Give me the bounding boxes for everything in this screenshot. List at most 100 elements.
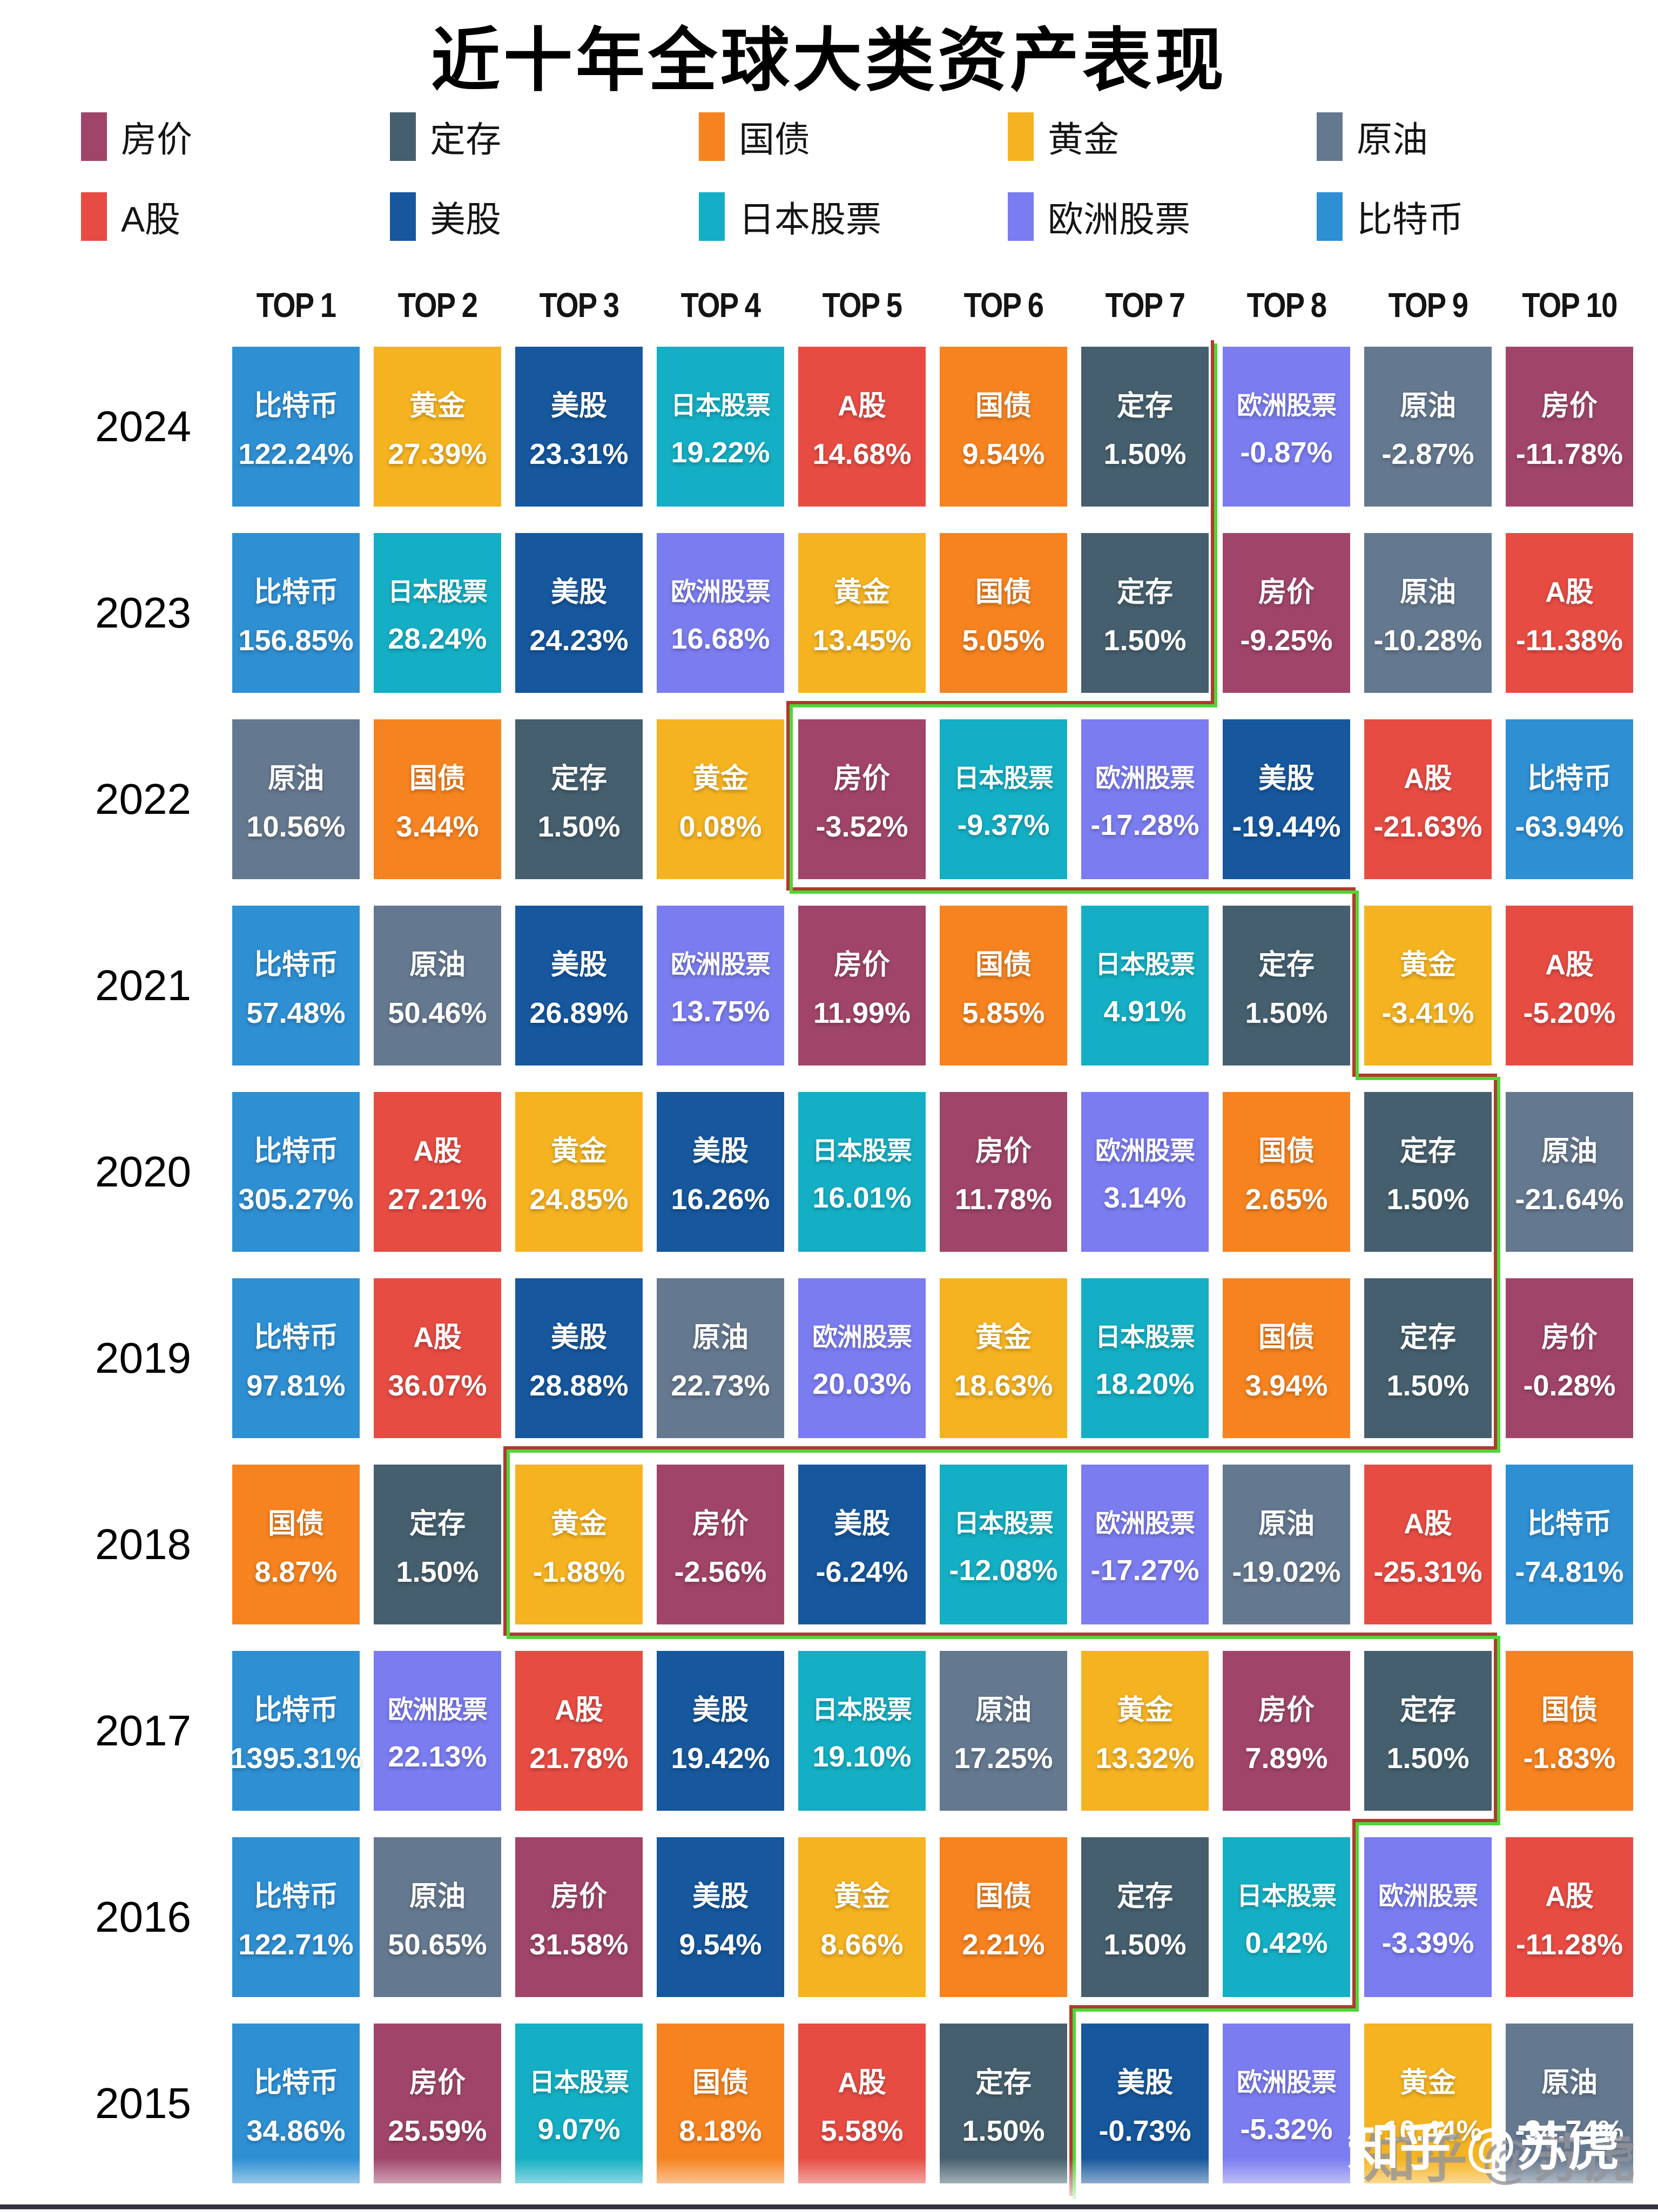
asset-cell-2017-top5: 日本股票 19.10% xyxy=(798,1651,926,1811)
asset-value: 1.50% xyxy=(1386,1369,1470,1402)
asset-cell-2021-top2: 原油 50.46% xyxy=(374,906,501,1065)
asset-name: 美股 xyxy=(692,1135,749,1167)
asset-value: 5.85% xyxy=(962,996,1045,1029)
asset-value: 18.63% xyxy=(954,1369,1053,1402)
asset-value: 50.65% xyxy=(388,1928,487,1961)
asset-value: -11.78% xyxy=(1515,437,1623,470)
asset-cell-2019-top10: 房价 -0.28% xyxy=(1506,1278,1633,1438)
asset-name: 欧洲股票 xyxy=(1095,1508,1195,1537)
asset-value: 25.59% xyxy=(388,2114,487,2147)
asset-name: 欧洲股票 xyxy=(812,1322,912,1351)
asset-value: 9.54% xyxy=(679,1928,762,1961)
asset-cell-2022-top2: 国债 3.44% xyxy=(374,719,501,879)
col-header-top8: TOP 8 xyxy=(1246,286,1327,325)
asset-value: 8.87% xyxy=(254,1555,338,1588)
legend-label: 房价 xyxy=(121,119,192,159)
legend: 房价 定存 国债 黄金 原油 A股 美股 日本股票 欧洲股票 比特币 xyxy=(81,111,1626,271)
asset-cell-2022-top10: 比特币 -63.94% xyxy=(1506,719,1633,879)
asset-cell-2015-top1: 比特币 34.86% xyxy=(232,2024,360,2183)
asset-name: 黄金 xyxy=(1399,2067,1456,2099)
asset-cell-2022-top8: 美股 -19.44% xyxy=(1223,719,1350,879)
legend-swatch xyxy=(699,192,725,241)
legend-row: A股 美股 日本股票 欧洲股票 比特币 xyxy=(81,191,1626,242)
asset-name: 比特币 xyxy=(253,1135,338,1167)
asset-value: 122.24% xyxy=(238,437,354,470)
legend-label: 欧洲股票 xyxy=(1048,199,1190,239)
asset-name: 欧洲股票 xyxy=(671,949,771,979)
asset-value: 122.71% xyxy=(238,1928,354,1961)
asset-cell-2020-top8: 国债 2.65% xyxy=(1223,1092,1350,1252)
asset-name: 欧洲股票 xyxy=(1237,390,1337,420)
asset-cell-2024-top10: 房价 -11.78% xyxy=(1506,347,1633,507)
legend-label: 原油 xyxy=(1357,119,1428,159)
asset-name: 美股 xyxy=(692,1880,749,1912)
asset-name: A股 xyxy=(838,390,886,422)
asset-name: 房价 xyxy=(1258,1694,1315,1726)
asset-cell-2023-top8: 房价 -9.25% xyxy=(1223,533,1350,693)
asset-name: A股 xyxy=(1545,949,1594,981)
legend-item-定存: 定存 xyxy=(390,111,699,163)
asset-name: 美股 xyxy=(833,1508,890,1540)
asset-name: 房价 xyxy=(550,1880,607,1912)
asset-cell-2016-top9: 欧洲股票 -3.39% xyxy=(1364,1837,1492,1997)
asset-value: 11.78% xyxy=(954,1183,1053,1216)
legend-item-A股: A股 xyxy=(81,191,390,242)
asset-cell-2017-top7: 黄金 13.32% xyxy=(1081,1651,1209,1811)
legend-label: 日本股票 xyxy=(739,199,881,239)
asset-value: 1.50% xyxy=(1103,437,1187,470)
asset-value: 36.07% xyxy=(388,1369,487,1402)
asset-name: 日本股票 xyxy=(671,390,771,420)
asset-name: 黄金 xyxy=(550,1508,607,1540)
asset-name: 原油 xyxy=(267,763,324,794)
asset-cell-2018-top7: 欧洲股票 -17.27% xyxy=(1081,1465,1209,1624)
asset-name: 日本股票 xyxy=(812,1136,912,1165)
asset-cell-2020-top10: 原油 -21.64% xyxy=(1506,1092,1633,1252)
asset-name: 房价 xyxy=(1541,1321,1598,1353)
asset-value: 21.78% xyxy=(529,1742,629,1775)
asset-value: -3.39% xyxy=(1381,1926,1474,1959)
asset-value: -74.81% xyxy=(1515,1555,1624,1588)
asset-cell-2024-top4: 日本股票 19.22% xyxy=(657,347,784,507)
asset-cell-2018-top6: 日本股票 -12.08% xyxy=(940,1465,1067,1624)
asset-value: 13.75% xyxy=(671,995,770,1028)
asset-value: 1.50% xyxy=(962,2114,1045,2147)
asset-name: 定存 xyxy=(1116,1880,1173,1912)
asset-value: -0.73% xyxy=(1098,2114,1191,2147)
asset-value: 28.88% xyxy=(529,1369,629,1402)
asset-name: 比特币 xyxy=(253,949,338,981)
asset-value: 1.50% xyxy=(1245,996,1328,1029)
asset-name: A股 xyxy=(1404,1508,1452,1540)
asset-cell-2022-top4: 黄金 0.08% xyxy=(657,719,784,879)
legend-item-国债: 国债 xyxy=(699,111,1008,163)
asset-value: 27.21% xyxy=(388,1183,487,1216)
asset-name: 美股 xyxy=(550,949,607,981)
asset-name: 日本股票 xyxy=(1095,1322,1195,1351)
legend-swatch xyxy=(390,112,416,161)
asset-value: -5.20% xyxy=(1523,996,1616,1029)
asset-cell-2019-top8: 国债 3.94% xyxy=(1223,1278,1350,1438)
asset-cell-2019-top6: 黄金 18.63% xyxy=(940,1278,1067,1438)
asset-cell-2020-top2: A股 27.21% xyxy=(374,1092,501,1252)
asset-value: 13.32% xyxy=(1095,1742,1195,1775)
legend-swatch xyxy=(390,192,416,241)
asset-value: -11.28% xyxy=(1515,1928,1623,1961)
asset-value: 7.89% xyxy=(1245,1742,1328,1775)
year-label-2023: 2023 xyxy=(95,589,191,637)
legend-label: 比特币 xyxy=(1357,199,1464,239)
asset-cell-2018-top9: A股 -25.31% xyxy=(1364,1465,1492,1624)
asset-name: 原油 xyxy=(975,1694,1032,1726)
asset-value: -19.44% xyxy=(1232,810,1341,843)
asset-name: A股 xyxy=(413,1135,462,1167)
asset-value: 19.42% xyxy=(671,1742,770,1775)
asset-name: 美股 xyxy=(1116,2067,1173,2099)
legend-item-比特币: 比特币 xyxy=(1317,191,1626,242)
asset-cell-2020-top1: 比特币 305.27% xyxy=(232,1092,360,1252)
asset-cell-2024-top8: 欧洲股票 -0.87% xyxy=(1223,347,1350,507)
page-title: 近十年全球大类资产表现 xyxy=(430,22,1227,99)
asset-name: 房价 xyxy=(692,1508,749,1540)
col-header-top2: TOP 2 xyxy=(397,286,478,325)
asset-value: -0.87% xyxy=(1240,436,1333,469)
asset-value: 1.50% xyxy=(1386,1183,1470,1216)
asset-name: A股 xyxy=(1404,763,1452,794)
asset-cell-2022-top1: 原油 10.56% xyxy=(232,719,360,879)
